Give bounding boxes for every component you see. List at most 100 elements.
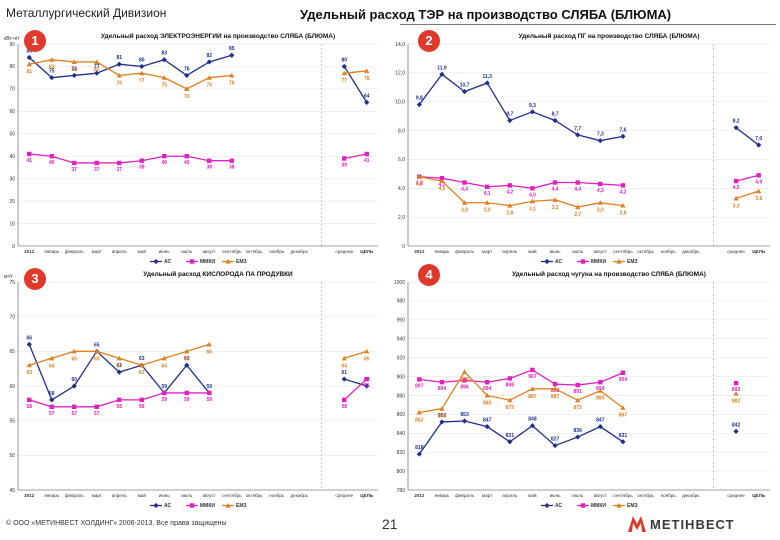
x-tick-label: май xyxy=(528,248,537,254)
data-point-ac xyxy=(733,125,739,131)
y-tick-label: 75 xyxy=(9,280,15,286)
data-label-mmk: 37 xyxy=(71,167,77,173)
data-label-ac: 77 xyxy=(94,64,100,70)
data-point-enz xyxy=(206,341,212,347)
data-point-mmk xyxy=(598,181,603,187)
legend-label-enz: ЕМЗ xyxy=(236,259,247,265)
data-label-ac: 831 xyxy=(506,433,515,439)
x-tick-label: ноябрь xyxy=(661,493,677,498)
x-tick-label: ЦЕЛЬ xyxy=(752,249,766,254)
data-label-mmk: 38 xyxy=(139,165,145,171)
y-tick-label: 20 xyxy=(9,199,15,205)
x-tick-label: июль xyxy=(572,249,584,254)
copyright-text: © ООО «МЕТИНВЕСТ ХОЛДИНГ» 2006-2013. Все… xyxy=(6,520,227,527)
data-label-enz: 66 xyxy=(206,349,212,355)
data-label-enz: 75 xyxy=(161,83,167,89)
chart-oxygen-svg: Удельный расход КИСЛОРОДА ПА ПРОДУВКИ м³/… xyxy=(4,270,378,509)
data-point-ac xyxy=(161,57,167,63)
data-point-ac xyxy=(552,117,558,124)
chart-natural-gas: Удельный расход ПГ на производство СЛЯБА… xyxy=(392,28,776,268)
x-tick-label: ноябрь xyxy=(269,493,285,498)
y-tick-label: 60 xyxy=(9,109,15,115)
data-point-mmk xyxy=(72,160,77,166)
data-label-mmk: 57 xyxy=(94,411,100,417)
x-tick-label: март xyxy=(482,249,493,254)
data-point-mmk xyxy=(94,404,99,410)
y-tick-label: 30 xyxy=(9,176,15,182)
x-tick-label: октябрь xyxy=(637,493,654,498)
data-point-enz xyxy=(439,178,445,184)
data-label-mmk: 4,1 xyxy=(484,191,491,197)
data-label-enz: 81 xyxy=(26,69,32,75)
data-label-ac: 76 xyxy=(71,66,77,72)
data-point-ac xyxy=(229,52,235,58)
data-label-enz: 4,5 xyxy=(438,186,445,192)
data-point-enz xyxy=(439,406,445,411)
x-tick-label: 2012 xyxy=(24,493,35,498)
data-point-ac xyxy=(139,63,145,70)
data-point-enz xyxy=(552,386,558,391)
data-point-ac xyxy=(575,434,581,440)
x-tick-label: 2012 xyxy=(414,493,425,498)
data-point-ac xyxy=(364,383,370,389)
data-point-mmk xyxy=(484,184,490,190)
x-tick-label: апрель xyxy=(502,249,518,254)
y-tick-label: 10,0 xyxy=(395,100,405,106)
data-point-enz xyxy=(529,198,536,204)
x-tick-label: ЦЕЛЬ xyxy=(752,493,766,498)
legend-label-ac: АС xyxy=(555,259,562,265)
x-tick-label: январь xyxy=(44,249,60,254)
y-tick-label: 65 xyxy=(9,349,15,355)
data-point-enz xyxy=(139,70,145,76)
data-point-enz xyxy=(364,68,370,74)
data-point-enz xyxy=(552,197,558,202)
x-tick-label: среднее xyxy=(727,493,745,498)
x-tick-label: 2012 xyxy=(24,249,35,254)
data-point-enz xyxy=(597,200,603,205)
y-tick-label: 0 xyxy=(12,244,15,250)
data-point-mmk xyxy=(530,367,535,373)
x-tick-label: декабрь xyxy=(291,249,309,254)
data-label-ac: 84 xyxy=(26,48,32,54)
legend-marker-mmk xyxy=(189,259,195,264)
series-line-mmk xyxy=(419,369,624,386)
data-label-mmk: 58 xyxy=(139,404,145,410)
data-point-ac xyxy=(439,71,445,77)
data-label-ac: 63 xyxy=(139,356,145,362)
legend-label-enz: ЕМЗ xyxy=(236,503,247,509)
data-label-ac: 59 xyxy=(161,384,167,390)
x-tick-label: июнь xyxy=(550,249,562,254)
data-point-ac xyxy=(756,142,762,148)
data-point-mmk xyxy=(342,397,347,403)
data-label-enz: 64 xyxy=(116,363,122,369)
data-point-enz xyxy=(229,72,235,78)
data-label-mmk: 897 xyxy=(415,383,424,389)
data-label-mmk: 4,3 xyxy=(597,188,604,194)
data-label-mmk: 37 xyxy=(94,167,100,173)
data-label-ac: 818 xyxy=(415,445,424,451)
data-point-enz xyxy=(71,59,77,65)
data-point-mmk xyxy=(162,154,167,159)
logo-text: МЕТІНВЕСТ xyxy=(650,516,735,532)
series-line-enz xyxy=(419,176,624,208)
series-line-enz xyxy=(419,370,624,414)
chart-oxygen: Удельный расход КИСЛОРОДА ПА ПРОДУВКИ м³/… xyxy=(2,266,384,512)
data-point-mmk xyxy=(552,180,558,185)
data-label-mmk: 58 xyxy=(116,404,122,410)
logo-mark-icon xyxy=(628,516,646,532)
data-label-enz: 82 xyxy=(94,67,100,73)
data-label-mmk: 894 xyxy=(438,386,447,392)
data-label-enz: 885 xyxy=(596,396,605,402)
data-label-mmk: 58 xyxy=(341,404,347,410)
legend-marker-enz xyxy=(225,502,231,508)
x-tick-label: ЦЕЛЬ xyxy=(360,493,374,498)
x-tick-label: август xyxy=(594,249,608,254)
x-tick-label: май xyxy=(138,492,147,498)
data-label-ac: 66 xyxy=(26,335,32,341)
data-point-enz xyxy=(71,348,77,354)
data-point-ac xyxy=(71,383,77,389)
data-label-ac: 8,2 xyxy=(733,119,740,125)
data-label-ac: 65 xyxy=(94,342,100,348)
data-point-mmk xyxy=(417,377,422,382)
chart-title: Удельный расход ПГ на производство СЛЯБА… xyxy=(519,32,700,40)
